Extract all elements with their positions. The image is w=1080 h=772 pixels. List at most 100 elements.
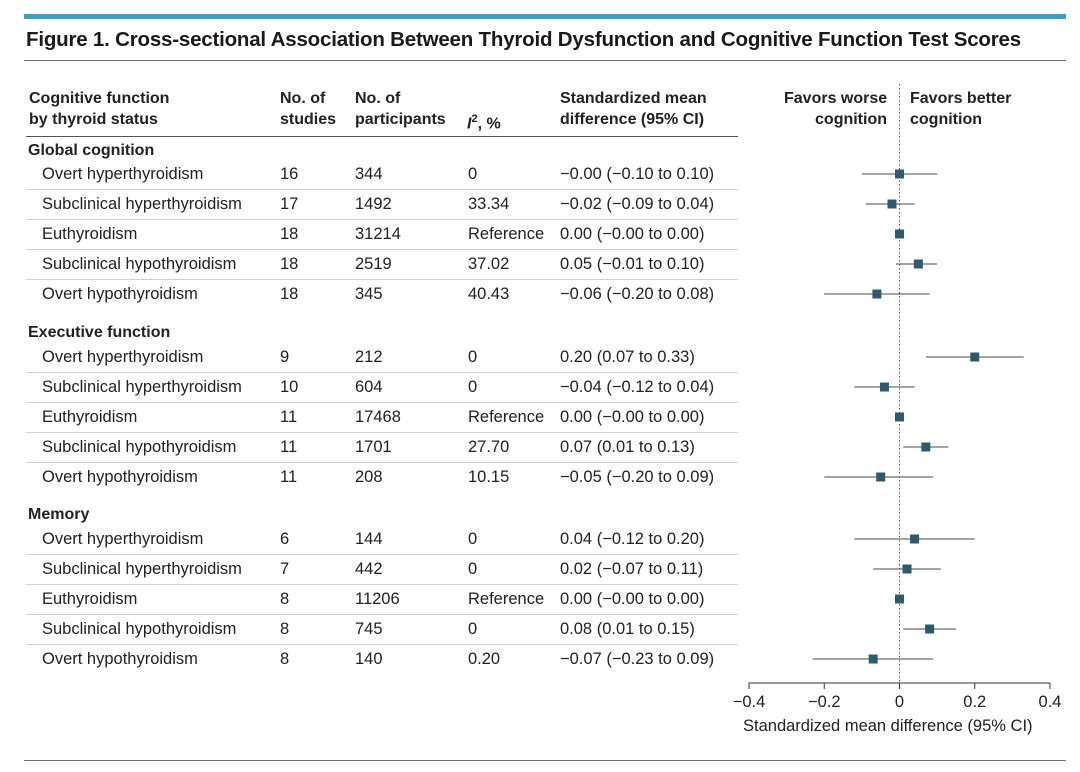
table-row: Euthyroidism 11 17468 Reference 0.00 (−0… bbox=[26, 402, 738, 433]
header-i2-sup: 2 bbox=[471, 113, 478, 125]
estimate-marker bbox=[895, 412, 904, 422]
favors-worse-line2: cognition bbox=[815, 111, 887, 128]
row-i2: Reference bbox=[468, 590, 545, 608]
table-row: Overt hyperthyroidism 9 212 0 0.20 (0.07… bbox=[26, 342, 738, 373]
estimate-marker bbox=[910, 534, 920, 544]
favors-worse-label: Favors worse cognition bbox=[784, 88, 887, 130]
row-studies: 17 bbox=[280, 195, 299, 213]
row-label: Subclinical hypothyroidism bbox=[42, 255, 237, 273]
estimate-marker bbox=[921, 442, 931, 452]
section-title-global: Global cognition bbox=[28, 142, 155, 159]
header-studies-line1: No. of bbox=[280, 90, 326, 107]
row-studies: 7 bbox=[280, 560, 290, 578]
row-participants: 11206 bbox=[355, 590, 400, 608]
row-participants: 604 bbox=[355, 378, 383, 396]
header-status: Cognitive function by thyroid status bbox=[29, 88, 169, 130]
row-i2: 0 bbox=[468, 348, 478, 366]
row-i2: 0 bbox=[468, 378, 478, 396]
estimate-marker bbox=[895, 169, 904, 179]
row-smd: 0.08 (0.01 to 0.15) bbox=[560, 620, 695, 638]
row-smd: 0.04 (−0.12 to 0.20) bbox=[560, 530, 705, 548]
row-i2: 0 bbox=[468, 560, 478, 578]
row-participants: 344 bbox=[355, 165, 383, 183]
row-studies: 8 bbox=[280, 590, 290, 608]
row-smd: −0.06 (−0.20 to 0.08) bbox=[560, 285, 715, 303]
row-label: Overt hypothyroidism bbox=[42, 285, 198, 303]
header-smd: Standardized mean difference (95% CI) bbox=[560, 88, 707, 130]
table-row: Subclinical hypothyroidism 18 2519 37.02… bbox=[26, 249, 738, 280]
header-status-line1: Cognitive function bbox=[29, 90, 170, 107]
row-studies: 18 bbox=[280, 225, 299, 243]
table-row: Euthyroidism 18 31214 Reference 0.00 (−0… bbox=[26, 219, 738, 250]
row-participants: 17468 bbox=[355, 408, 401, 426]
table-row: Overt hyperthyroidism 6 144 0 0.04 (−0.1… bbox=[26, 524, 738, 555]
row-i2: 0 bbox=[468, 620, 478, 638]
table-row: Euthyroidism 8 11206 Reference 0.00 (−0.… bbox=[26, 584, 738, 615]
header-i2: I2, % bbox=[467, 109, 501, 134]
row-smd: −0.07 (−0.23 to 0.09) bbox=[560, 650, 715, 668]
row-studies: 9 bbox=[280, 348, 290, 366]
row-smd: 0.20 (0.07 to 0.33) bbox=[560, 348, 695, 366]
row-studies: 10 bbox=[280, 378, 299, 396]
row-label: Euthyroidism bbox=[42, 590, 138, 608]
estimate-marker bbox=[902, 564, 912, 574]
estimate-marker bbox=[925, 624, 935, 634]
row-label: Euthyroidism bbox=[42, 225, 138, 243]
row-label: Overt hyperthyroidism bbox=[42, 348, 204, 366]
estimate-marker bbox=[868, 654, 878, 664]
table-row: Subclinical hypothyroidism 8 745 0 0.08 … bbox=[26, 614, 738, 645]
table-row: Overt hypothyroidism 18 345 40.43 −0.06 … bbox=[26, 279, 738, 309]
estimate-marker bbox=[876, 472, 886, 482]
row-participants: 140 bbox=[355, 650, 383, 668]
header-smd-line2: difference (95% CI) bbox=[560, 111, 705, 128]
row-studies: 18 bbox=[280, 285, 299, 303]
row-studies: 11 bbox=[280, 408, 298, 426]
row-label: Subclinical hyperthyroidism bbox=[42, 195, 242, 213]
row-smd: −0.05 (−0.20 to 0.09) bbox=[560, 468, 715, 486]
estimate-marker bbox=[895, 229, 904, 239]
row-participants: 144 bbox=[355, 530, 383, 548]
x-tick-label: −0.4 bbox=[733, 693, 766, 711]
row-participants: 31214 bbox=[355, 225, 401, 243]
header-status-line2: by thyroid status bbox=[29, 111, 158, 128]
header-participants-line2: participants bbox=[355, 111, 446, 128]
row-smd: 0.00 (−0.00 to 0.00) bbox=[560, 408, 705, 426]
row-studies: 11 bbox=[280, 468, 298, 486]
row-participants: 212 bbox=[355, 348, 383, 366]
row-label: Overt hyperthyroidism bbox=[42, 165, 204, 183]
row-participants: 2519 bbox=[355, 255, 392, 273]
row-smd: 0.07 (0.01 to 0.13) bbox=[560, 438, 695, 456]
table-row: Overt hypothyroidism 8 140 0.20 −0.07 (−… bbox=[26, 644, 738, 674]
header-i2-suffix: , % bbox=[477, 115, 501, 133]
row-participants: 208 bbox=[355, 468, 383, 486]
favors-worse-line1: Favors worse bbox=[784, 90, 888, 107]
header-participants: No. of participants bbox=[355, 88, 446, 130]
row-participants: 442 bbox=[355, 560, 383, 578]
row-i2: 0.20 bbox=[468, 650, 501, 668]
row-label: Subclinical hyperthyroidism bbox=[42, 560, 242, 578]
row-studies: 11 bbox=[280, 438, 298, 456]
table-row: Overt hyperthyroidism 16 344 0 −0.00 (−0… bbox=[26, 159, 738, 190]
favors-better-line1: Favors better bbox=[910, 90, 1012, 107]
row-label: Subclinical hypothyroidism bbox=[42, 438, 237, 456]
header-smd-line1: Standardized mean bbox=[560, 90, 707, 107]
table-row: Subclinical hypothyroidism 11 1701 27.70… bbox=[26, 432, 738, 463]
header-participants-line1: No. of bbox=[355, 90, 401, 107]
row-participants: 745 bbox=[355, 620, 383, 638]
section-title-memory: Memory bbox=[28, 506, 90, 523]
row-smd: 0.00 (−0.00 to 0.00) bbox=[560, 590, 705, 608]
row-studies: 8 bbox=[280, 650, 290, 668]
row-participants: 345 bbox=[355, 285, 383, 303]
row-smd: −0.02 (−0.09 to 0.04) bbox=[560, 195, 715, 213]
x-tick-label: −0.2 bbox=[808, 693, 841, 711]
row-i2: 0 bbox=[468, 530, 478, 548]
header-studies-line2: studies bbox=[280, 111, 337, 128]
row-smd: 0.05 (−0.01 to 0.10) bbox=[560, 255, 705, 273]
estimate-marker bbox=[887, 199, 897, 209]
section-title-executive: Executive function bbox=[28, 324, 171, 341]
row-participants: 1492 bbox=[355, 195, 392, 213]
x-axis-title: Standardized mean difference (95% CI) bbox=[743, 717, 1033, 735]
row-label: Overt hypothyroidism bbox=[42, 650, 198, 668]
estimate-marker bbox=[970, 352, 980, 362]
